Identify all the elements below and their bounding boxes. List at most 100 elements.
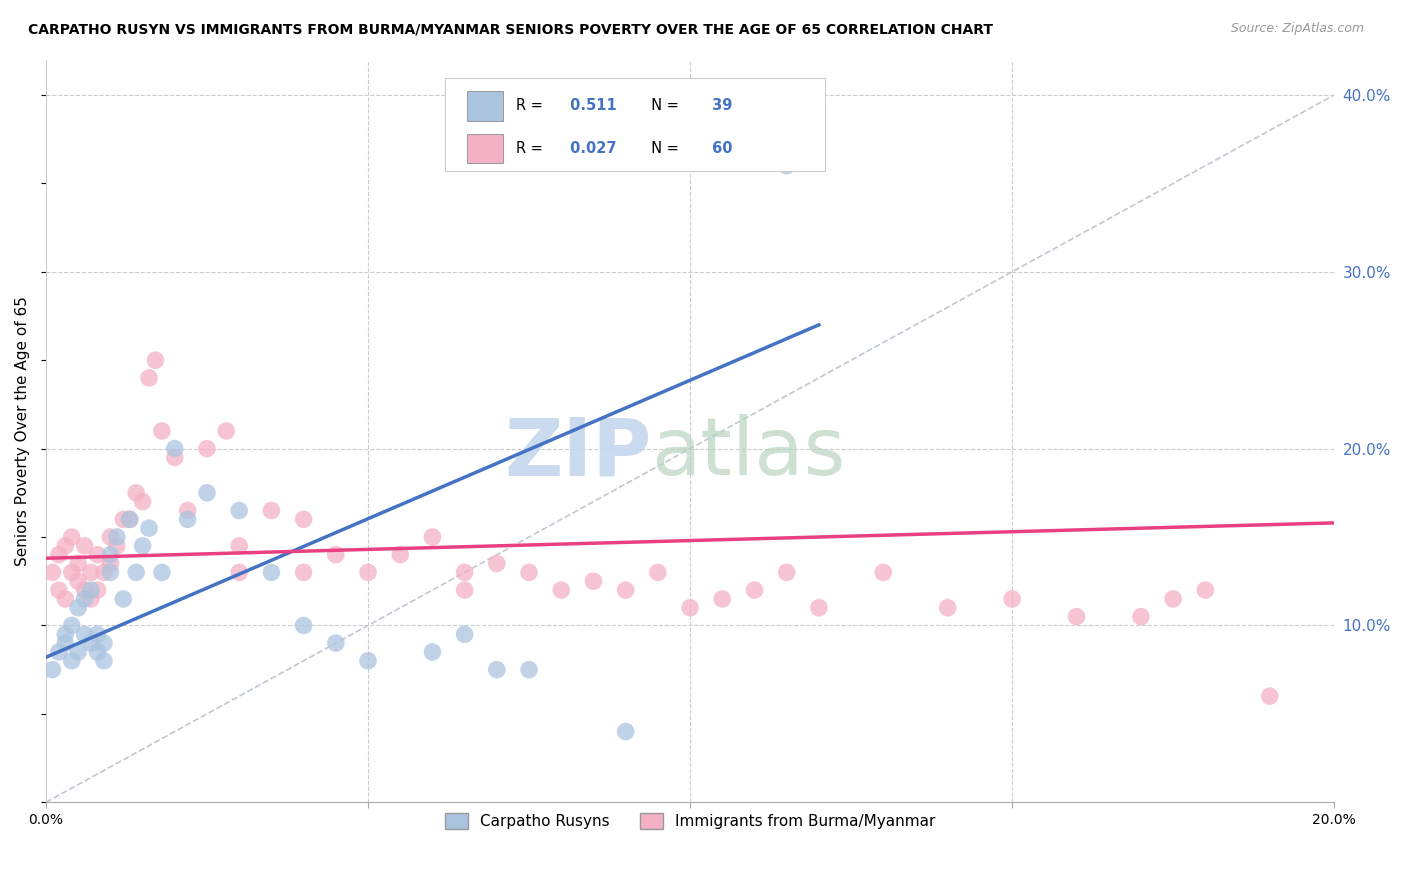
Point (73, 591, 96, 606)
Point (86, 627, 108, 641)
Point (48, 548, 70, 562)
Point (100, 548, 122, 562)
Point (744, 583, 766, 598)
Point (195, 485, 218, 500)
Point (228, 566, 250, 580)
Point (711, 591, 734, 606)
Text: ZIP: ZIP (505, 414, 651, 492)
Point (485, 557, 508, 571)
Point (1001, 591, 1024, 606)
Point (60, 566, 83, 580)
Point (614, 583, 637, 598)
Point (389, 548, 412, 562)
Point (118, 512, 141, 526)
Point (100, 557, 122, 571)
Text: Source: ZipAtlas.com: Source: ZipAtlas.com (1230, 22, 1364, 36)
Point (776, 159, 799, 173)
Point (614, 724, 637, 739)
Point (1258, 689, 1281, 703)
Text: atlas: atlas (651, 414, 846, 492)
Text: CARPATHO RUSYN VS IMMIGRANTS FROM BURMA/MYANMAR SENIORS POVERTY OVER THE AGE OF : CARPATHO RUSYN VS IMMIGRANTS FROM BURMA/… (28, 22, 993, 37)
Point (422, 530, 444, 544)
Point (86, 548, 108, 562)
Point (86, 583, 108, 598)
Point (125, 485, 148, 500)
Point (73, 539, 96, 553)
Bar (467, 134, 503, 163)
Point (138, 521, 160, 535)
Point (325, 548, 347, 562)
Point (228, 539, 250, 553)
Text: 39: 39 (707, 98, 733, 113)
Point (131, 494, 153, 508)
Point (105, 539, 128, 553)
Text: R =: R = (516, 141, 548, 156)
Point (550, 583, 572, 598)
Text: N =: N = (643, 141, 683, 156)
Point (1161, 591, 1184, 606)
Point (292, 566, 315, 580)
Point (517, 663, 540, 677)
Legend: Carpatho Rusyns, Immigrants from Burma/Myanmar: Carpatho Rusyns, Immigrants from Burma/M… (439, 807, 942, 836)
Text: 0.027: 0.027 (565, 141, 617, 156)
Bar (467, 91, 503, 120)
Point (80, 591, 103, 606)
Point (48, 583, 70, 598)
Point (60, 530, 83, 544)
Point (215, 424, 238, 438)
Point (145, 353, 167, 368)
Point (100, 530, 122, 544)
Point (105, 530, 128, 544)
Point (807, 600, 830, 615)
Point (936, 600, 959, 615)
Point (53, 591, 76, 606)
Point (357, 566, 380, 580)
Point (292, 512, 315, 526)
Text: R =: R = (516, 98, 548, 113)
Point (453, 627, 475, 641)
Point (41, 663, 63, 677)
Point (453, 566, 475, 580)
Point (679, 600, 702, 615)
FancyBboxPatch shape (446, 78, 825, 171)
Point (325, 636, 347, 650)
Point (422, 645, 444, 659)
Point (41, 566, 63, 580)
Point (517, 566, 540, 580)
Point (48, 645, 70, 659)
Point (86, 645, 108, 659)
Point (776, 566, 799, 580)
Point (53, 636, 76, 650)
Point (138, 371, 160, 385)
Text: 0.511: 0.511 (565, 98, 617, 113)
Point (195, 442, 218, 456)
Point (67, 557, 90, 571)
Point (131, 539, 153, 553)
Point (357, 654, 380, 668)
Point (112, 591, 135, 606)
Point (73, 627, 96, 641)
Point (1129, 609, 1152, 624)
Point (67, 574, 90, 589)
Point (80, 583, 103, 598)
Point (53, 539, 76, 553)
Text: N =: N = (643, 98, 683, 113)
Point (60, 618, 83, 632)
Point (872, 566, 894, 580)
Point (163, 442, 186, 456)
Point (485, 663, 508, 677)
Point (80, 566, 103, 580)
Point (150, 566, 173, 580)
Point (67, 600, 90, 615)
Point (176, 503, 198, 517)
Point (1194, 583, 1216, 598)
Point (176, 512, 198, 526)
Point (67, 645, 90, 659)
Point (60, 654, 83, 668)
Point (292, 618, 315, 632)
Point (53, 627, 76, 641)
Point (73, 583, 96, 598)
Point (93, 636, 115, 650)
Point (228, 503, 250, 517)
Point (125, 566, 148, 580)
